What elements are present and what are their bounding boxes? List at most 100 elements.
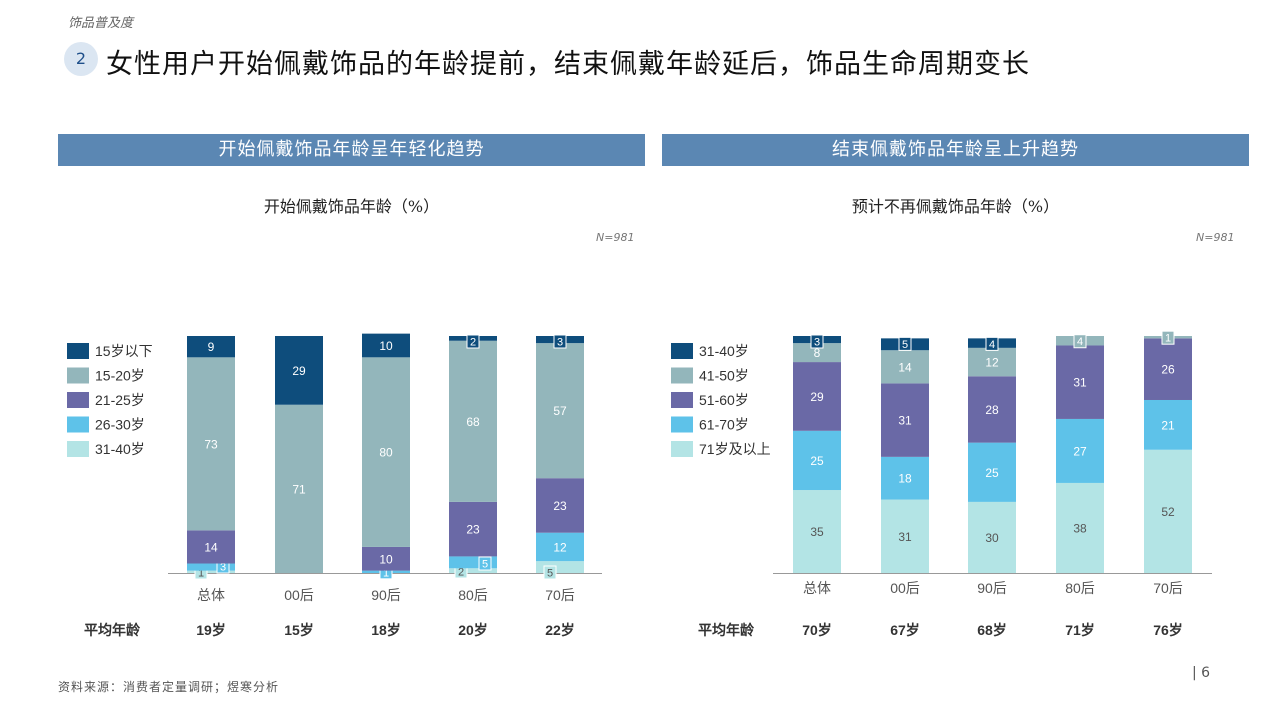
chart-0-labelbox-4-0 bbox=[543, 565, 557, 580]
chart-0-bar-0-seg-1 bbox=[187, 563, 235, 571]
chart-0-average-2: 18岁 bbox=[371, 622, 401, 638]
chart-0-bar-3-seg-2 bbox=[449, 501, 497, 557]
chart-0-legend-swatch-3 bbox=[67, 367, 89, 384]
chart-0-bar-3-seg-0 bbox=[449, 568, 497, 573]
chart-1-label-1-3: 14 bbox=[898, 360, 912, 374]
chart-1-average-2: 68岁 bbox=[977, 622, 1007, 638]
chart-0-category-3: 80后 bbox=[458, 587, 488, 603]
chart-0-category-0: 总体 bbox=[197, 587, 225, 603]
chart-1-legend-swatch-4 bbox=[671, 343, 693, 359]
chart-1-label-1-2: 31 bbox=[898, 414, 912, 428]
chart-1-bar-1-seg-3 bbox=[881, 350, 929, 384]
chart-0-label-0-1: 3 bbox=[220, 562, 226, 574]
chart-1-bar-2-seg-2 bbox=[968, 376, 1016, 443]
chart-0-label-3-2: 23 bbox=[466, 523, 480, 537]
chart-1-label-0-0: 35 bbox=[810, 525, 824, 539]
chart-1-label-1-4: 5 bbox=[902, 339, 908, 351]
chart-0-average-0: 19岁 bbox=[196, 622, 226, 638]
section-tag: 饰品普及度 bbox=[68, 16, 134, 31]
chart-1-labelbox-4-3 bbox=[1161, 330, 1175, 345]
chart-0-label-4-4: 3 bbox=[557, 337, 563, 349]
chart-1-label-4-0: 52 bbox=[1161, 505, 1175, 519]
chart-0-average-4: 22岁 bbox=[545, 622, 575, 638]
chart-1-label-2-3: 12 bbox=[985, 356, 999, 370]
chart-1-labelbox-0-4 bbox=[810, 334, 824, 349]
chart-0-legend-label-0: 31-40岁 bbox=[95, 441, 145, 457]
section-number-badge: 2 bbox=[64, 42, 98, 76]
chart-1-label-3-3: 4 bbox=[1077, 336, 1083, 348]
chart-0-legend-swatch-2 bbox=[67, 392, 89, 408]
chart-0-bar-0-seg-3 bbox=[187, 357, 235, 531]
chart-1-bar-2-seg-0 bbox=[968, 501, 1016, 573]
chart-0-bar-0-seg-2 bbox=[187, 530, 235, 564]
chart-1-legend-swatch-3 bbox=[671, 367, 693, 384]
chart-1-label-2-2: 28 bbox=[985, 403, 999, 417]
chart-1-bar-3-seg-0 bbox=[1056, 482, 1104, 573]
left-sample-size: N=981 bbox=[596, 231, 635, 244]
chart-1-label-1-1: 18 bbox=[898, 472, 912, 486]
chart-0-bar-2-seg-4 bbox=[362, 333, 410, 358]
chart-1-legend-swatch-2 bbox=[671, 392, 693, 408]
chart-0-label-4-1: 12 bbox=[553, 540, 567, 554]
chart-0-labelbox-4-4 bbox=[553, 334, 567, 349]
chart-0-legend-label-4: 15岁以下 bbox=[95, 343, 153, 359]
chart-1-category-2: 90后 bbox=[977, 580, 1007, 596]
chart-1-average-4: 76岁 bbox=[1153, 622, 1183, 638]
chart-0-legend-label-1: 26-30岁 bbox=[95, 417, 145, 433]
left-chart-title: 开始佩戴饰品年龄（%） bbox=[263, 197, 440, 216]
chart-1-labelbox-1-4 bbox=[898, 336, 912, 351]
chart-0-bar-2-seg-2 bbox=[362, 546, 410, 571]
chart-1-label-0-4: 3 bbox=[814, 337, 820, 349]
chart-1-category-3: 80后 bbox=[1065, 580, 1095, 596]
chart-0-legend-label-2: 21-25岁 bbox=[95, 392, 145, 408]
chart-0-label-2-4: 10 bbox=[379, 339, 393, 353]
chart-1-legend-swatch-0 bbox=[671, 441, 693, 457]
chart-0-label-1-4: 29 bbox=[292, 364, 306, 378]
chart-1-bar-0-seg-2 bbox=[793, 362, 841, 431]
chart-1-legend-label-3: 41-50岁 bbox=[699, 368, 749, 384]
chart-1-legend-label-4: 31-40岁 bbox=[699, 343, 749, 359]
chart-0-average-label: 平均年龄 bbox=[84, 622, 141, 638]
chart-1-category-0: 总体 bbox=[803, 580, 831, 596]
chart-0-bar-4-seg-2 bbox=[536, 478, 584, 533]
chart-1-label-0-2: 29 bbox=[810, 390, 824, 404]
chart-1-label-3-1: 27 bbox=[1073, 444, 1087, 458]
chart-0-label-0-0: 1 bbox=[198, 568, 204, 580]
chart-0-category-2: 90后 bbox=[371, 587, 401, 603]
chart-0-legend-swatch-0 bbox=[67, 441, 89, 457]
chart-0-label-4-0: 5 bbox=[547, 568, 553, 580]
chart-0-label-3-0: 2 bbox=[458, 567, 464, 579]
chart-0-label-4-3: 57 bbox=[553, 404, 567, 418]
chart-1-bar-3-seg-2 bbox=[1056, 345, 1104, 419]
chart-1-bar-0-seg-1 bbox=[793, 430, 841, 491]
chart-0-category-1: 00后 bbox=[284, 587, 314, 603]
chart-0-label-0-4: 9 bbox=[208, 340, 215, 354]
chart-1-label-4-2: 26 bbox=[1161, 363, 1175, 377]
footer-source: 资料来源：消费者定量调研；煜寒分析 bbox=[58, 680, 280, 694]
chart-1-average-0: 70岁 bbox=[802, 622, 832, 638]
chart-0-bar-3-seg-1 bbox=[449, 556, 497, 569]
chart-1-bar-4-seg-1 bbox=[1144, 399, 1192, 450]
chart-1-bar-3-seg-1 bbox=[1056, 418, 1104, 483]
left-panel-header: 开始佩戴饰品年龄呈年轻化趋势 bbox=[58, 134, 645, 166]
chart-1-average-3: 71岁 bbox=[1065, 622, 1095, 638]
chart-0-bar-4-seg-3 bbox=[536, 343, 584, 479]
chart-0-label-4-2: 23 bbox=[553, 499, 567, 513]
chart-0-label-1-3: 71 bbox=[292, 482, 306, 496]
chart-1-label-1-0: 31 bbox=[898, 530, 912, 544]
chart-1-label-0-3: 8 bbox=[814, 346, 821, 360]
chart-1-labelbox-3-3 bbox=[1073, 334, 1087, 349]
chart-1-bar-4-seg-2 bbox=[1144, 338, 1192, 400]
chart-1-category-1: 00后 bbox=[890, 580, 920, 596]
chart-0-labelbox-3-1 bbox=[478, 556, 492, 571]
chart-1-legend-label-0: 71岁及以上 bbox=[699, 441, 771, 457]
chart-1-bar-1-seg-1 bbox=[881, 456, 929, 500]
chart-0-bar-2-seg-3 bbox=[362, 357, 410, 547]
chart-0-average-1: 15岁 bbox=[284, 622, 314, 638]
chart-0-label-0-3: 73 bbox=[204, 437, 218, 451]
chart-0-label-0-2: 14 bbox=[204, 540, 218, 554]
chart-0-bar-0-seg-0 bbox=[187, 570, 235, 573]
chart-0-average-3: 20岁 bbox=[458, 622, 488, 638]
chart-1-label-0-1: 25 bbox=[810, 454, 824, 468]
